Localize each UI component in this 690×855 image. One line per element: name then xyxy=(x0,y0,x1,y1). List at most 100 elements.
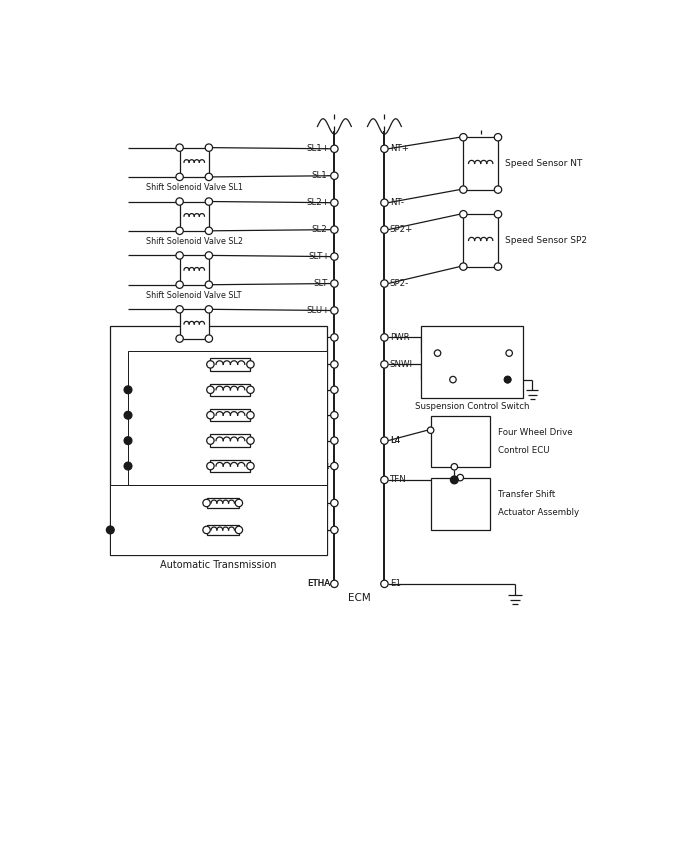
Text: NT-: NT- xyxy=(390,198,404,207)
Circle shape xyxy=(381,581,388,587)
Text: SNWI: SNWI xyxy=(390,360,413,369)
Bar xyxy=(210,434,250,447)
Text: S4: S4 xyxy=(319,436,330,445)
Text: SL1-: SL1- xyxy=(311,171,330,180)
Circle shape xyxy=(176,251,184,259)
Circle shape xyxy=(331,361,338,369)
Text: No. 2 ATF Temperature Sensor: No. 2 ATF Temperature Sensor xyxy=(162,512,284,522)
Text: Shift Solenoid Valve SLT: Shift Solenoid Valve SLT xyxy=(146,291,242,300)
Circle shape xyxy=(450,376,456,383)
Text: Suspension Control Switch: Suspension Control Switch xyxy=(415,402,529,411)
Circle shape xyxy=(457,475,464,481)
Circle shape xyxy=(331,411,338,419)
Circle shape xyxy=(106,526,114,534)
Circle shape xyxy=(434,350,441,357)
Circle shape xyxy=(331,307,338,314)
Bar xyxy=(206,498,239,509)
Circle shape xyxy=(460,210,467,218)
Text: SR: SR xyxy=(318,462,330,470)
Text: SL2-: SL2- xyxy=(311,225,330,234)
Circle shape xyxy=(205,335,213,342)
Text: Shift Solenoid Valve S1: Shift Solenoid Valve S1 xyxy=(184,375,277,384)
Text: Shift Solenoid Valve S4: Shift Solenoid Valve S4 xyxy=(184,451,277,460)
Circle shape xyxy=(331,333,338,341)
Circle shape xyxy=(494,210,502,218)
Text: TFN: TFN xyxy=(390,475,406,485)
Bar xyxy=(206,525,239,535)
Bar xyxy=(128,351,326,486)
Circle shape xyxy=(207,361,214,369)
Circle shape xyxy=(247,437,254,445)
Circle shape xyxy=(494,263,502,270)
Circle shape xyxy=(460,133,467,141)
Text: Transfer Shift: Transfer Shift xyxy=(497,491,555,499)
Circle shape xyxy=(176,281,184,288)
Circle shape xyxy=(504,376,511,383)
Circle shape xyxy=(427,427,434,433)
Bar xyxy=(210,460,250,472)
Circle shape xyxy=(205,251,213,259)
Text: ETHA: ETHA xyxy=(306,580,330,588)
Bar xyxy=(431,416,490,467)
Text: SL1+: SL1+ xyxy=(307,144,330,153)
Bar xyxy=(210,358,250,370)
Circle shape xyxy=(381,226,388,233)
Circle shape xyxy=(124,411,132,419)
Circle shape xyxy=(203,499,210,507)
Text: SLT-: SLT- xyxy=(313,279,330,288)
Circle shape xyxy=(331,226,338,233)
Circle shape xyxy=(205,227,213,234)
Text: SLU+: SLU+ xyxy=(306,306,330,315)
Circle shape xyxy=(176,227,184,234)
Text: S2: S2 xyxy=(319,386,330,394)
Circle shape xyxy=(205,174,213,180)
Circle shape xyxy=(205,144,213,151)
Circle shape xyxy=(205,281,213,288)
Circle shape xyxy=(381,361,388,369)
Circle shape xyxy=(494,186,502,193)
Circle shape xyxy=(331,199,338,206)
Circle shape xyxy=(176,305,184,313)
Circle shape xyxy=(235,499,243,507)
Text: SP2-: SP2- xyxy=(390,279,409,288)
Text: E1: E1 xyxy=(390,580,401,588)
Bar xyxy=(464,138,498,190)
Text: NP: NP xyxy=(442,447,453,456)
Text: P: P xyxy=(428,347,433,356)
Text: N: N xyxy=(457,493,464,504)
Circle shape xyxy=(381,437,388,445)
Circle shape xyxy=(176,198,184,205)
Text: Actuator Assembly: Actuator Assembly xyxy=(497,508,579,517)
Circle shape xyxy=(247,386,254,393)
Circle shape xyxy=(207,386,214,393)
Bar xyxy=(464,215,498,267)
Circle shape xyxy=(451,476,458,484)
Circle shape xyxy=(203,527,210,534)
Text: S3: S3 xyxy=(319,410,330,420)
Text: Automatic Transmission: Automatic Transmission xyxy=(160,560,277,569)
Circle shape xyxy=(504,376,511,383)
Circle shape xyxy=(247,411,254,419)
Bar xyxy=(179,202,209,231)
Circle shape xyxy=(331,386,338,393)
Circle shape xyxy=(331,280,338,287)
Text: Shift Solenoid Valve SL2: Shift Solenoid Valve SL2 xyxy=(146,237,243,246)
Text: SP2+: SP2+ xyxy=(390,225,413,234)
Bar xyxy=(179,148,209,177)
Text: SLT+: SLT+ xyxy=(308,252,330,261)
Circle shape xyxy=(381,476,388,484)
Text: THO1: THO1 xyxy=(306,498,330,508)
Circle shape xyxy=(247,361,254,369)
Circle shape xyxy=(494,133,502,141)
Circle shape xyxy=(331,437,338,445)
Circle shape xyxy=(331,253,338,260)
Circle shape xyxy=(506,350,513,357)
Bar xyxy=(210,409,250,422)
Text: Shift Solenoid Valve S3: Shift Solenoid Valve S3 xyxy=(184,426,277,435)
Circle shape xyxy=(331,499,338,507)
Circle shape xyxy=(331,172,338,180)
Text: PWR: PWR xyxy=(390,333,409,342)
Circle shape xyxy=(381,145,388,152)
Bar xyxy=(179,310,209,339)
Text: Shift Solenoid Valve SLU: Shift Solenoid Valve SLU xyxy=(146,345,243,354)
